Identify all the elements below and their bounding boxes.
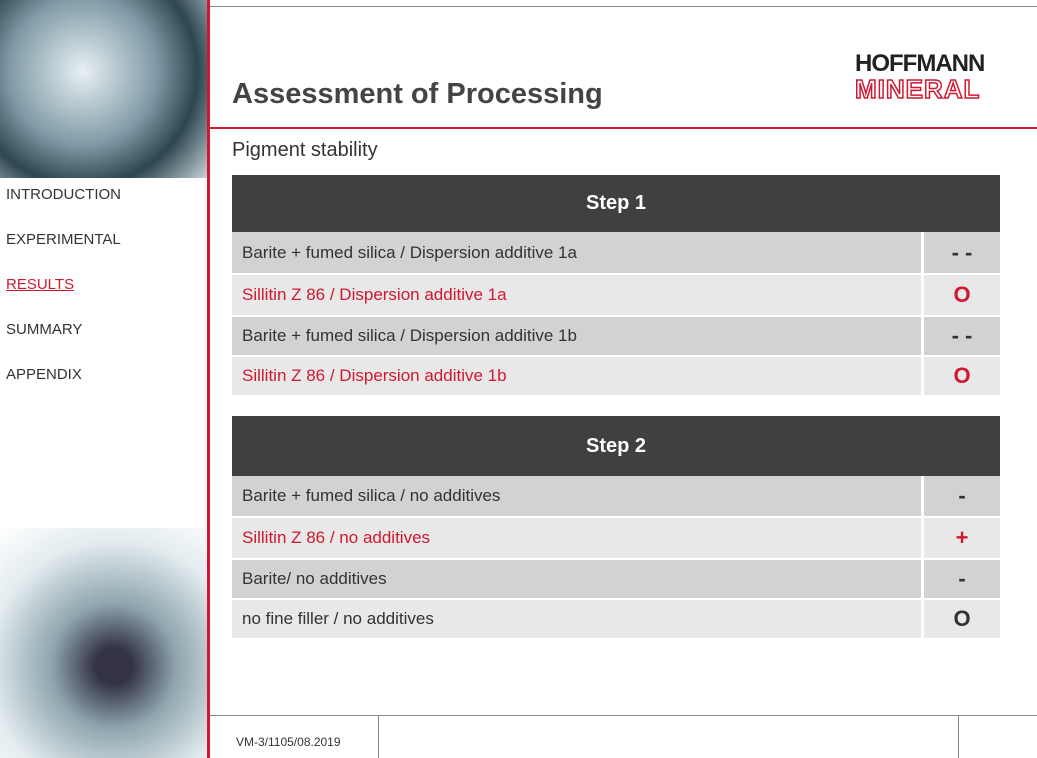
row-label: Sillitin Z 86 / Dispersion additive 1a [232,275,921,315]
nav-item[interactable]: INTRODUCTION [6,186,121,203]
nav-item[interactable]: SUMMARY [6,321,83,338]
row-rating: - [924,560,1000,598]
footer-code: VM-3/1105/08.2019 [236,735,341,749]
logo-bottom: MINERAL [854,73,981,105]
footer-sep [958,715,959,758]
divider [207,0,210,758]
subtitle: Pigment stability [232,139,378,161]
table-row: Barite + fumed silica / Dispersion addit… [232,317,1000,355]
row-label: no fine filler / no additives [232,600,921,638]
row-label: Barite + fumed silica / no additives [232,476,921,516]
table-header: Step 1 [232,175,1000,232]
row-rating: - [924,476,1000,516]
logo-top: HOFFMANN [855,50,985,77]
header-rule [210,127,1037,129]
top-image [0,0,207,178]
row-rating: O [924,275,1000,315]
table-header: Step 2 [232,416,1000,476]
table-row: Barite + fumed silica / Dispersion addit… [232,232,1000,273]
bottom-image [0,528,207,758]
nav-item[interactable]: EXPERIMENTAL [6,231,121,248]
table-row: Sillitin Z 86 / Dispersion additive 1a O [232,275,1000,315]
row-label: Barite + fumed silica / Dispersion addit… [232,232,921,273]
row-label: Barite + fumed silica / Dispersion addit… [232,317,921,355]
table-row: Sillitin Z 86 / no additives + [232,518,1000,558]
table-row: Barite/ no additives - [232,560,1000,598]
table-row: Barite + fumed silica / no additives - [232,476,1000,516]
top-border [210,6,1037,7]
row-rating: + [924,518,1000,558]
row-rating: O [924,357,1000,395]
title: Assessment of Processing [232,78,603,110]
footer-sep [378,715,379,758]
row-rating: - - [924,232,1000,273]
table-row: no fine filler / no additives O [232,600,1000,638]
nav-item[interactable]: RESULTS [6,276,75,293]
row-label: Sillitin Z 86 / no additives [232,518,921,558]
footer-rule [210,715,1037,716]
row-rating: O [924,600,1000,638]
row-label: Sillitin Z 86 / Dispersion additive 1b [232,357,921,395]
row-rating: - - [924,317,1000,355]
row-label: Barite/ no additives [232,560,921,598]
nav-item[interactable]: APPENDIX [6,366,82,383]
table-row: Sillitin Z 86 / Dispersion additive 1b O [232,357,1000,395]
